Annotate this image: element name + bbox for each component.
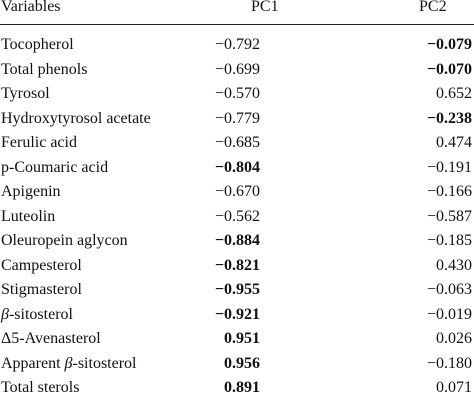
pc1-value: 0.951 [224, 330, 260, 347]
pc2-value: −0.180 [426, 354, 472, 372]
pc1-value: −0.562 [214, 207, 260, 225]
pc2-value: 0.430 [436, 256, 472, 274]
variable-name: Stigmasterol [1, 281, 82, 298]
pc1-value: −0.792 [214, 36, 260, 53]
variable-name: β-sitosterol [1, 305, 73, 325]
variable-name: Total sterols [1, 379, 80, 396]
variable-text: -sitosterol [8, 305, 73, 323]
beta-symbol: β [64, 354, 73, 372]
beta-symbol: β [1, 305, 9, 323]
header-variables: Variables [1, 0, 61, 15]
pc2-value: −0.070 [426, 60, 472, 78]
pc2-value: −0.079 [426, 36, 472, 53]
variable-name: Total phenols [1, 60, 88, 78]
pc1-value: −0.670 [214, 183, 260, 200]
variable-name: Apparent β-sitosterol [1, 354, 137, 374]
pc1-value: −0.699 [214, 60, 260, 78]
pc1-value: −0.779 [214, 109, 260, 127]
pc2-value: 0.474 [436, 134, 472, 151]
pc1-value: −0.955 [214, 281, 260, 298]
variable-name: Ferulic acid [1, 134, 77, 151]
pc2-value: −0.238 [426, 109, 472, 127]
pc1-value: 0.956 [224, 354, 260, 372]
pc1-value: −0.821 [214, 256, 260, 274]
variable-name: Tyrosol [1, 85, 50, 102]
pc2-value: −0.587 [426, 207, 472, 225]
pc2-value: 0.652 [436, 85, 472, 102]
variable-text: -sitosterol [72, 354, 137, 372]
variable-name: Apigenin [1, 183, 61, 200]
header-rule [0, 24, 474, 25]
pc1-value: −0.884 [214, 232, 260, 249]
variable-text: Apparent [1, 354, 65, 372]
variable-name: p-Coumaric acid [1, 158, 109, 176]
variable-name: Campesterol [1, 256, 82, 274]
variable-name: Hydroxytyrosol acetate [1, 109, 151, 127]
header-pc2: PC2 [419, 0, 447, 15]
header-pc1: PC1 [251, 0, 279, 15]
pc2-value: −0.185 [426, 232, 472, 249]
variable-name: Δ5-Avenasterol [1, 330, 101, 347]
pc1-value: −0.804 [214, 158, 260, 176]
variable-name: Oleuropein aglycon [1, 232, 128, 249]
pc2-value: −0.019 [426, 305, 472, 323]
variable-name: Luteolin [1, 207, 56, 225]
pc2-value: 0.026 [436, 330, 472, 347]
pc1-value: −0.685 [214, 134, 260, 151]
pc2-value: −0.166 [426, 183, 472, 200]
pc2-value: −0.191 [426, 158, 472, 176]
pc1-value: 0.891 [224, 379, 260, 396]
variable-name: Tocopherol [1, 36, 74, 53]
pc2-value: 0.071 [436, 379, 472, 396]
pc1-value: −0.570 [214, 85, 260, 102]
pc1-value: −0.921 [214, 305, 260, 323]
pc2-value: −0.063 [426, 281, 472, 298]
